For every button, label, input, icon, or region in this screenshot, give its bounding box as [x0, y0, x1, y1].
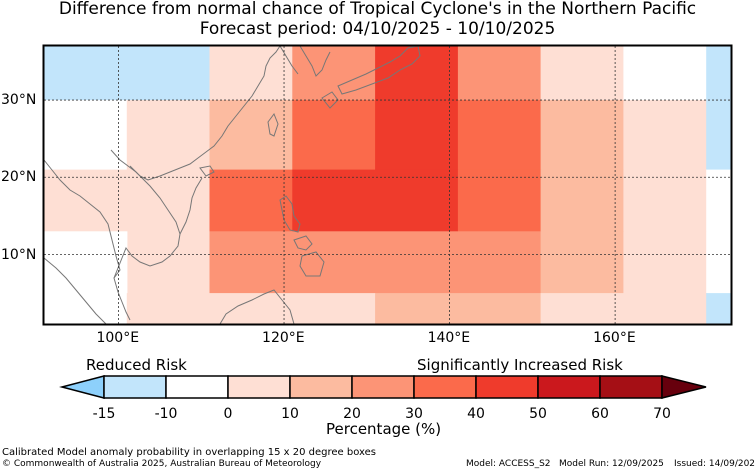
anomaly-cell [623, 293, 707, 325]
longitude-tick-label: 140°E [427, 330, 471, 346]
gridlines [44, 46, 731, 324]
anomaly-cell [540, 293, 624, 325]
colorbar-segment [103, 375, 167, 399]
anomaly-cell [375, 46, 459, 101]
anomaly-cell [44, 100, 128, 171]
colorbar-tick-label: -15 [92, 406, 116, 422]
map-title: Difference from normal chance of Tropica… [58, 0, 697, 19]
longitude-tick-label: 120°E [262, 330, 305, 346]
visayas-islands [293, 235, 313, 251]
luzon-island [279, 195, 301, 233]
anomaly-cells [44, 46, 732, 325]
colorbar-segment [227, 375, 291, 399]
increased-risk-label: Significantly Increased Risk [417, 356, 623, 374]
anomaly-cell [209, 100, 293, 171]
anomaly-cell [540, 231, 624, 294]
anomaly-cell [292, 169, 459, 232]
yellow-sea-coast [279, 45, 299, 75]
anomaly-cell [209, 169, 293, 232]
japan-honshu [337, 45, 421, 95]
colorbar-tick-label: 30 [405, 406, 423, 422]
reduced-risk-label: Reduced Risk [86, 356, 187, 374]
footer-copyright: © Commonwealth of Australia 2025, Austra… [2, 459, 322, 469]
footer-description: Calibrated Model anomaly probability in … [2, 447, 377, 458]
colorbar-tick-label: 60 [591, 406, 609, 422]
anomaly-cell [540, 169, 624, 232]
map-frame [42, 44, 733, 326]
anomaly-cell [126, 293, 211, 325]
anomaly-cell [457, 100, 542, 171]
colorbar-max-arrow [661, 375, 707, 399]
sumatra-coast [43, 257, 107, 325]
taiwan-island [267, 112, 279, 137]
anomaly-cell [623, 169, 707, 232]
anomaly-cell [540, 100, 624, 171]
hainan-island [199, 165, 215, 177]
anomaly-cell [706, 100, 732, 171]
anomaly-cell [623, 46, 707, 101]
anomaly-cell [292, 100, 376, 171]
anomaly-cell [292, 46, 376, 101]
latitude-tick-label: 20°N [1, 169, 37, 186]
colorbar-tick-label: 10 [281, 406, 299, 422]
colorbar [59, 375, 707, 399]
colorbar-label: Percentage (%) [326, 420, 442, 438]
anomaly-cell [457, 169, 542, 232]
coastline-outlines [43, 45, 421, 325]
anomaly-cell [623, 100, 707, 171]
anomaly-cell [706, 46, 732, 101]
colorbar-tick-label: 50 [529, 406, 547, 422]
indochina-east-coast [179, 177, 203, 235]
longitude-tick-label: 100°E [96, 330, 140, 346]
anomaly-cell [706, 231, 732, 294]
anomaly-cell [209, 231, 542, 294]
forecast-period-subtitle: Forecast period: 04/10/2025 - 10/10/2025 [199, 19, 556, 39]
footer-model: Model: ACCESS_S2 [466, 459, 551, 469]
anomaly-cell [706, 293, 732, 325]
colorbar-tick-label: 40 [467, 406, 485, 422]
mindanao-island [299, 251, 325, 277]
colorbar-tick-label: 0 [223, 406, 233, 422]
colorbar-segment [413, 375, 477, 399]
colorbar-segment [599, 375, 663, 399]
anomaly-cell [126, 169, 211, 294]
anomaly-cell [457, 46, 542, 101]
anomaly-cell [209, 46, 293, 101]
footer-issued: Issued: 14/09/2025 [674, 459, 755, 469]
latitude-tick-label: 30°N [1, 92, 37, 109]
colorbar-tick-label: -10 [154, 406, 178, 422]
anomaly-cell [375, 293, 542, 325]
colorbar-segment [351, 375, 415, 399]
longitude-tick-label: 160°E [593, 330, 636, 346]
korea-coast [299, 45, 331, 77]
anomaly-cell [623, 231, 707, 294]
indochina-coast [113, 165, 181, 321]
footer-model-run: Model Run: 12/09/2025 [559, 459, 664, 469]
colorbar-tick-label: 70 [653, 406, 671, 422]
anomaly-cell [540, 46, 624, 101]
anomaly-cell [126, 100, 211, 171]
latitude-tick-label: 10°N [1, 246, 37, 263]
colorbar-segment [165, 375, 229, 399]
colorbar-tick-label: 20 [343, 406, 361, 422]
anomaly-cell [44, 46, 211, 101]
anomaly-cell [375, 100, 459, 171]
colorbar-segment [289, 375, 353, 399]
colorbar-segment [475, 375, 539, 399]
colorbar-min-arrow [59, 375, 105, 399]
myanmar-coast [43, 159, 121, 279]
borneo-coast [219, 289, 295, 325]
anomaly-cell [44, 231, 128, 325]
colorbar-segment [537, 375, 601, 399]
anomaly-cell [706, 169, 732, 232]
